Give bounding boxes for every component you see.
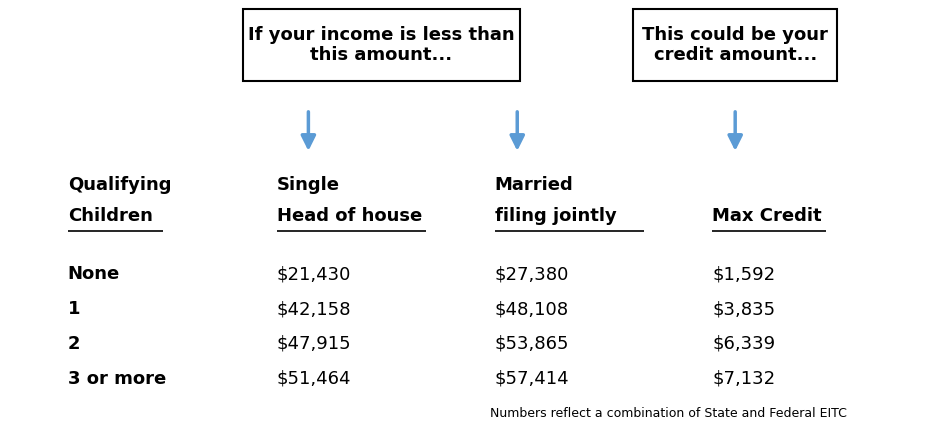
Text: $21,430: $21,430 [277, 265, 351, 283]
Text: Head of house: Head of house [277, 207, 422, 225]
Text: $42,158: $42,158 [277, 300, 351, 318]
Text: $1,592: $1,592 [712, 265, 776, 283]
Text: $53,865: $53,865 [494, 335, 569, 353]
Text: Single: Single [277, 176, 340, 194]
Text: $7,132: $7,132 [712, 370, 776, 388]
Text: 1: 1 [67, 300, 80, 318]
Text: Qualifying: Qualifying [67, 176, 171, 194]
Text: $6,339: $6,339 [712, 335, 776, 353]
Text: Children: Children [67, 207, 153, 225]
Text: $57,414: $57,414 [494, 370, 569, 388]
FancyBboxPatch shape [242, 9, 519, 81]
Text: filing jointly: filing jointly [494, 207, 616, 225]
Text: $51,464: $51,464 [277, 370, 351, 388]
Text: $27,380: $27,380 [494, 265, 569, 283]
Text: None: None [67, 265, 120, 283]
Text: This could be your
credit amount...: This could be your credit amount... [642, 26, 828, 64]
Text: $47,915: $47,915 [277, 335, 351, 353]
Text: Numbers reflect a combination of State and Federal EITC: Numbers reflect a combination of State a… [490, 408, 847, 420]
Text: 2: 2 [67, 335, 80, 353]
Text: 3 or more: 3 or more [67, 370, 166, 388]
Text: $48,108: $48,108 [494, 300, 569, 318]
FancyBboxPatch shape [633, 9, 838, 81]
Text: If your income is less than
this amount...: If your income is less than this amount.… [248, 26, 515, 64]
Text: Married: Married [494, 176, 573, 194]
Text: Max Credit: Max Credit [712, 207, 822, 225]
Text: $3,835: $3,835 [712, 300, 776, 318]
